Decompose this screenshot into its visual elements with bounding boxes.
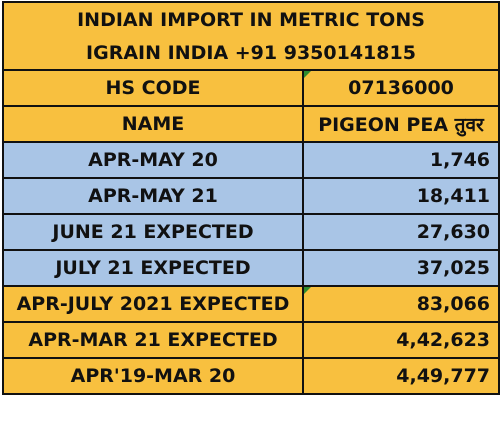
table-row: APR-MAY 21 18,411	[2, 177, 500, 215]
row-value: 27,630	[301, 213, 500, 251]
row-label: NAME	[2, 105, 304, 143]
cell-marker	[305, 288, 311, 294]
row-value: PIGEON PEA तुवर	[301, 105, 500, 143]
table-row: NAME PIGEON PEA तुवर	[2, 105, 500, 143]
subtitle-row: IGRAIN INDIA +91 9350141815	[1, 36, 500, 70]
row-value: 07136000	[301, 69, 500, 107]
title: INDIAN IMPORT IN METRIC TONS	[1, 1, 500, 36]
table-row: JULY 21 EXPECTED 37,025	[2, 249, 500, 287]
row-label: HS CODE	[2, 69, 304, 107]
table-row: APR-MAR 21 EXPECTED 4,42,623	[2, 321, 500, 359]
row-value: 4,42,623	[301, 321, 500, 359]
row-label: APR-MAY 21	[2, 177, 304, 215]
row-label: APR-JULY 2021 EXPECTED	[2, 285, 304, 323]
row-value: 83,066	[301, 285, 500, 323]
table-row: APR-JULY 2021 EXPECTED 83,066	[2, 285, 500, 323]
title-row: INDIAN IMPORT IN METRIC TONS	[1, 1, 500, 36]
row-label: JUNE 21 EXPECTED	[2, 213, 304, 251]
table-row: APR'19-MAR 20 4,49,777	[2, 357, 500, 395]
table-body: INDIAN IMPORT IN METRIC TONS IGRAIN INDI…	[1, 1, 500, 395]
table-row: HS CODE 07136000	[2, 69, 500, 107]
row-label: JULY 21 EXPECTED	[2, 249, 304, 287]
row-value: 37,025	[301, 249, 500, 287]
cell-marker	[305, 72, 311, 78]
row-label: APR-MAR 21 EXPECTED	[2, 321, 304, 359]
row-value: 18,411	[301, 177, 500, 215]
row-value: 1,746	[301, 141, 500, 179]
table-row: APR-MAY 20 1,746	[2, 141, 500, 179]
import-table: INDIAN IMPORT IN METRIC TONS IGRAIN INDI…	[1, 1, 500, 395]
row-label: APR-MAY 20	[2, 141, 304, 179]
table-row: JUNE 21 EXPECTED 27,630	[2, 213, 500, 251]
row-value: 4,49,777	[301, 357, 500, 395]
row-label: APR'19-MAR 20	[2, 357, 304, 395]
subtitle: IGRAIN INDIA +91 9350141815	[1, 36, 500, 70]
